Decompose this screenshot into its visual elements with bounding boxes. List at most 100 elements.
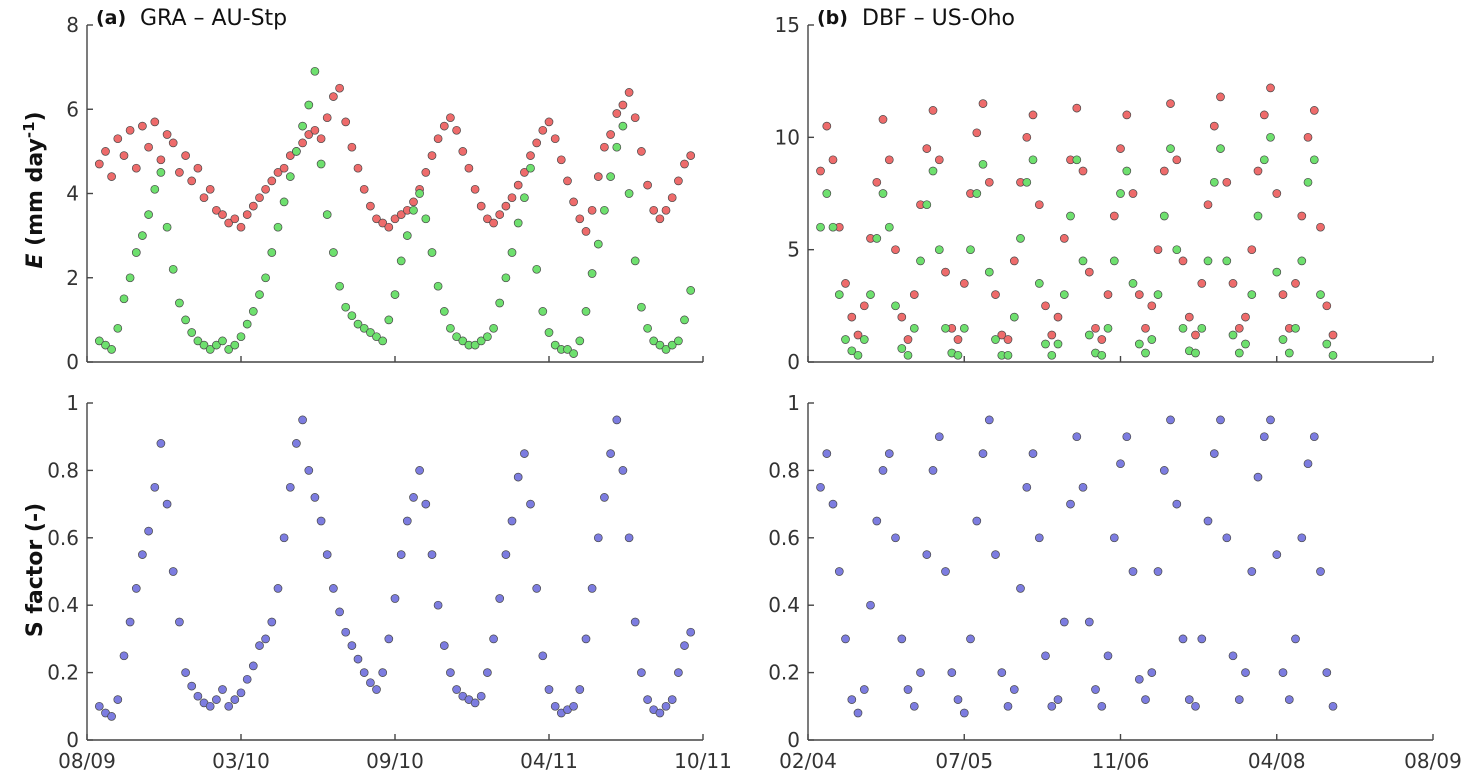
y-tick-label: 0.6 <box>47 526 79 550</box>
data-point-points <box>212 695 221 704</box>
data-point-upper <box>193 163 203 173</box>
data-point-points <box>131 584 141 593</box>
data-point-points <box>267 617 277 627</box>
data-point-upper <box>1216 92 1225 102</box>
data-point-points <box>292 439 301 448</box>
data-point-upper <box>452 125 461 135</box>
data-point-upper <box>273 168 283 177</box>
data-point-upper <box>212 205 221 215</box>
data-point-upper <box>637 147 646 156</box>
data-point-upper <box>347 142 357 152</box>
data-point-points <box>1197 634 1207 644</box>
data-point-points <box>205 701 215 711</box>
data-point-lower <box>322 210 332 219</box>
data-point-lower <box>891 301 900 311</box>
data-point-upper <box>1053 312 1063 322</box>
data-point-lower <box>304 100 314 110</box>
data-point-points <box>1022 482 1032 492</box>
data-point-points <box>637 668 646 677</box>
data-point-upper <box>612 109 622 118</box>
data-point-lower <box>612 142 622 152</box>
data-point-upper <box>1178 256 1188 266</box>
data-point-lower <box>1322 339 1332 349</box>
data-point-points <box>255 641 264 650</box>
data-point-upper <box>1022 132 1032 142</box>
data-point-lower <box>119 294 129 304</box>
data-point-points <box>587 584 597 593</box>
data-point-points <box>1241 668 1250 677</box>
data-point-upper <box>661 205 671 215</box>
data-point-lower <box>335 281 344 291</box>
data-point-lower <box>569 349 578 358</box>
data-point-upper <box>150 117 160 127</box>
data-point-lower <box>175 298 184 308</box>
data-point-lower <box>1178 323 1188 333</box>
data-point-lower <box>1003 350 1013 360</box>
data-point-lower <box>347 311 357 321</box>
data-point-lower <box>587 269 597 278</box>
data-point-upper <box>1047 330 1057 340</box>
data-point-lower <box>483 332 492 342</box>
data-point-lower <box>1247 290 1257 299</box>
data-point-upper <box>538 125 548 135</box>
data-point-lower <box>953 350 963 360</box>
data-point-upper <box>624 88 634 97</box>
data-point-upper <box>1097 335 1107 344</box>
data-point-points <box>1316 567 1325 576</box>
data-point-lower <box>409 205 418 215</box>
data-point-lower <box>205 345 215 354</box>
data-point-upper <box>575 214 585 224</box>
data-point-lower <box>329 248 338 257</box>
data-point-points <box>612 415 622 425</box>
data-point-lower <box>1109 256 1119 266</box>
y-tick-label: 15 <box>775 13 800 37</box>
data-point-upper <box>928 106 938 115</box>
data-point-points <box>242 674 252 684</box>
data-point-lower <box>316 159 326 169</box>
data-point-lower <box>563 345 572 354</box>
data-point-points <box>643 695 652 704</box>
data-point-points <box>501 550 511 559</box>
data-point-upper <box>310 125 320 135</box>
data-point-lower <box>1147 335 1157 344</box>
data-point-points <box>119 651 129 661</box>
y-tick-label: 0 <box>66 728 79 752</box>
data-point-lower <box>341 302 351 312</box>
data-point-points <box>1047 701 1057 711</box>
data-point-upper <box>162 130 172 139</box>
data-point-upper <box>1041 301 1050 311</box>
data-point-points <box>150 482 160 492</box>
data-point-points <box>550 701 560 711</box>
data-point-points <box>1097 701 1107 711</box>
data-point-upper <box>847 312 857 322</box>
data-point-lower <box>150 184 160 194</box>
data-point-upper <box>878 115 888 124</box>
data-point-points <box>581 634 591 644</box>
data-point-lower <box>396 256 406 266</box>
data-point-upper <box>1209 121 1219 131</box>
data-point-lower <box>1209 177 1219 187</box>
data-point-points <box>248 661 258 671</box>
data-point-upper <box>427 151 437 160</box>
data-point-upper <box>1153 245 1163 255</box>
data-point-points <box>359 668 369 677</box>
data-point-lower <box>470 340 480 350</box>
data-point-lower <box>624 189 634 198</box>
data-point-lower <box>310 66 320 76</box>
data-point-lower <box>292 147 301 156</box>
data-point-upper <box>1084 267 1094 277</box>
data-point-upper <box>409 197 418 207</box>
data-point-lower <box>427 248 437 257</box>
data-point-points <box>1078 482 1088 492</box>
data-point-points <box>928 466 938 475</box>
data-point-points <box>224 701 234 711</box>
data-point-upper <box>872 177 882 187</box>
data-point-upper <box>230 214 240 224</box>
data-point-points <box>138 550 147 559</box>
data-point-points <box>402 516 412 526</box>
data-point-lower <box>1197 323 1207 333</box>
data-point-points <box>329 584 338 593</box>
data-point-points <box>1034 533 1044 543</box>
data-point-points <box>316 516 326 526</box>
